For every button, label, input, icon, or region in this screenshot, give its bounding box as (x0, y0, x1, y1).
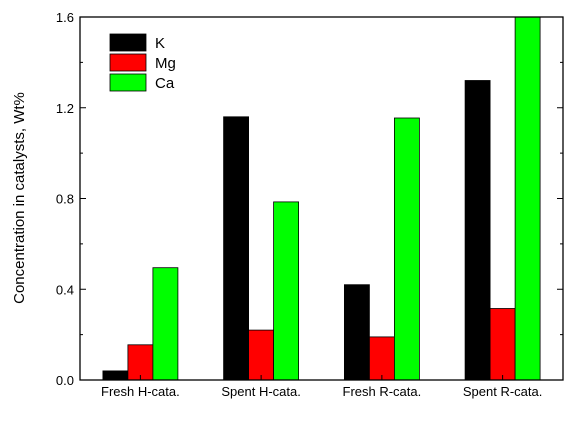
bar-k-3 (343, 284, 370, 381)
legend: K Mg Ca (109, 33, 176, 92)
y-tick-label: 1.6 (56, 10, 74, 25)
bar-mg-3 (368, 336, 395, 381)
axes-layer: Fresh H-cata. Spent H-cata. Fresh R-cata. S… (56, 10, 563, 399)
y-tick-label: 0.4 (56, 282, 74, 297)
bar-mg-4 (489, 308, 516, 381)
y-tick-label: 0.0 (56, 373, 74, 388)
bar-ca-4 (514, 16, 541, 381)
legend-swatch-mg (109, 53, 147, 72)
y-tick-label: 0.8 (56, 192, 74, 207)
bar-ca-3 (393, 117, 420, 381)
y-axis-title: Concentration in catalysts, Wt% (11, 92, 28, 304)
bar-k-4 (464, 80, 491, 381)
x-tick-label: Spent R-cata. (463, 384, 543, 399)
legend-label-mg: Mg (155, 55, 176, 72)
bar-k-1 (102, 370, 129, 381)
legend-label-k: K (155, 35, 165, 52)
bar-ca-1 (152, 267, 179, 381)
y-tick-label: 1.2 (56, 101, 74, 116)
bar-k-2 (223, 116, 250, 381)
bars-layer (102, 16, 541, 381)
legend-label-ca: Ca (155, 75, 175, 92)
legend-swatch-ca (109, 73, 147, 92)
legend-swatch-k (109, 33, 147, 52)
bar-mg-2 (248, 329, 275, 381)
bar-ca-2 (273, 201, 300, 381)
x-tick-label: Fresh H-cata. (101, 384, 180, 399)
x-tick-label: Spent H-cata. (221, 384, 301, 399)
bar-mg-1 (127, 344, 154, 381)
x-tick-label: Fresh R-cata. (343, 384, 422, 399)
